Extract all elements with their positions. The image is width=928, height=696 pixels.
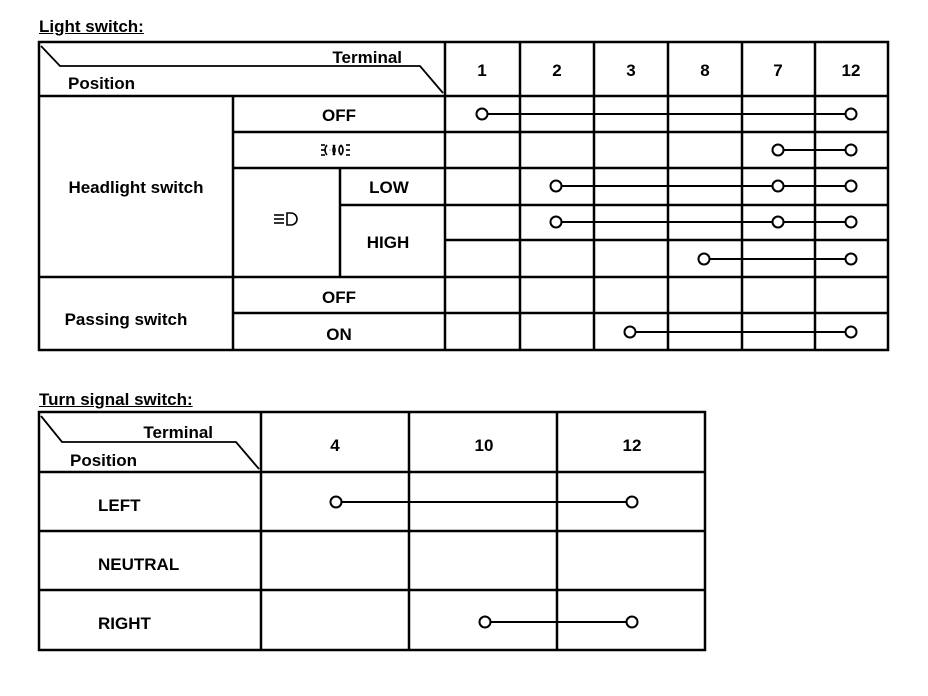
header-terminal: Terminal <box>332 48 402 67</box>
terminal-node <box>475 107 489 121</box>
header-terminal: Terminal <box>143 423 213 442</box>
headlight-switch-label: Headlight switch <box>68 178 203 197</box>
terminal-node <box>329 495 343 509</box>
passing-switch-label: Passing switch <box>65 310 188 329</box>
terminal-8: 8 <box>700 61 709 80</box>
terminal-node <box>771 143 785 157</box>
terminal-node <box>549 179 563 193</box>
light-switch-table <box>37 40 890 352</box>
terminal-12: 12 <box>842 61 861 80</box>
headlight-icon <box>274 212 298 226</box>
continuity-connections <box>329 107 858 629</box>
terminal-node <box>844 107 858 121</box>
terminal-12: 12 <box>623 436 642 455</box>
terminal-node <box>549 215 563 229</box>
turn-signal-switch-title: Turn signal switch: <box>39 390 193 409</box>
terminal-node <box>844 143 858 157</box>
terminal-7: 7 <box>773 61 782 80</box>
terminal-2: 2 <box>552 61 561 80</box>
position-low: LOW <box>369 178 410 197</box>
terminal-3: 3 <box>626 61 635 80</box>
position-neutral: NEUTRAL <box>98 555 179 574</box>
terminal-1: 1 <box>477 61 486 80</box>
header-position: Position <box>68 74 135 93</box>
position-off: OFF <box>322 106 356 125</box>
terminal-node <box>771 215 785 229</box>
terminal-node <box>844 179 858 193</box>
light-switch-title: Light switch: <box>39 17 144 36</box>
parking-light-icon <box>321 144 350 156</box>
position-high: HIGH <box>367 233 410 252</box>
terminal-node <box>697 252 711 266</box>
terminal-node <box>844 252 858 266</box>
header-position: Position <box>70 451 137 470</box>
passing-on: ON <box>326 325 352 344</box>
terminal-node <box>625 495 639 509</box>
terminal-4: 4 <box>330 436 340 455</box>
terminal-node <box>844 325 858 339</box>
position-right: RIGHT <box>98 614 152 633</box>
terminal-10: 10 <box>475 436 494 455</box>
passing-off: OFF <box>322 288 356 307</box>
terminal-node <box>478 615 492 629</box>
position-left: LEFT <box>98 496 141 515</box>
terminal-node <box>625 615 639 629</box>
terminal-node <box>623 325 637 339</box>
terminal-node <box>844 215 858 229</box>
terminal-node <box>771 179 785 193</box>
turn-signal-table <box>37 410 707 652</box>
